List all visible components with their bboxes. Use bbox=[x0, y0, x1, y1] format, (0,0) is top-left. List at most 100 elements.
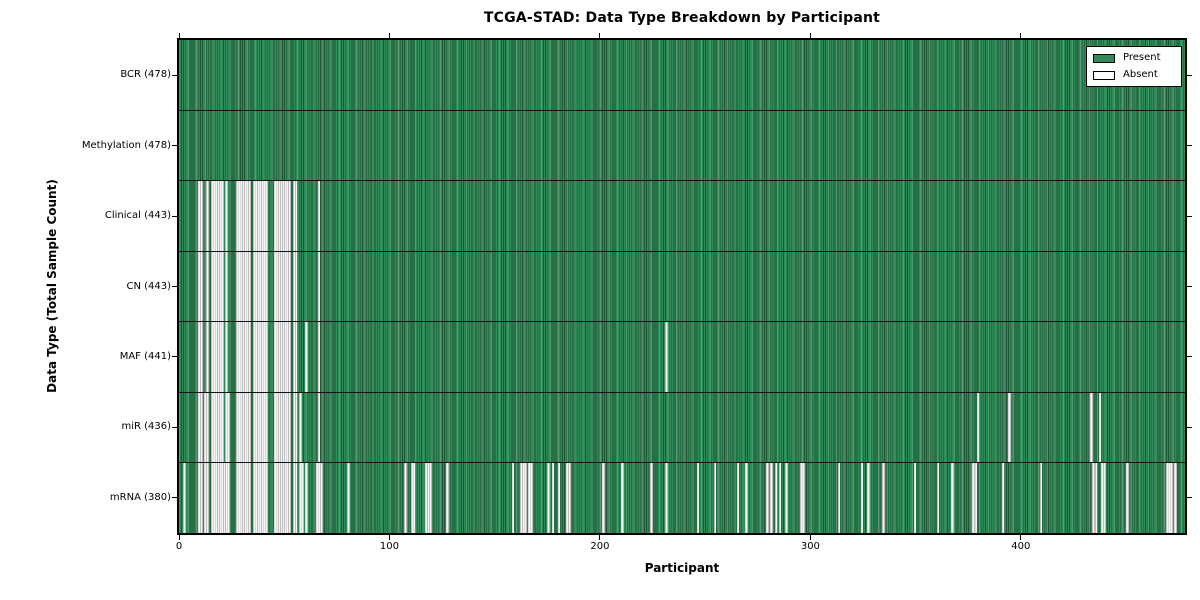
row-mrna bbox=[179, 463, 1185, 534]
absent-stripe bbox=[292, 181, 296, 251]
x-tick-label: 0 bbox=[175, 541, 183, 552]
absent-stripe bbox=[221, 181, 224, 251]
absent-stripe bbox=[200, 322, 203, 392]
absent-stripe bbox=[288, 322, 292, 392]
absent-stripe bbox=[568, 463, 571, 534]
absent-stripe bbox=[298, 392, 302, 463]
absent-stripe bbox=[294, 322, 298, 392]
absent-stripe bbox=[288, 392, 292, 463]
absent-stripe bbox=[951, 463, 954, 534]
absent-stripe bbox=[265, 322, 268, 392]
absent-stripe bbox=[235, 181, 239, 251]
absent-stripe bbox=[212, 251, 216, 322]
absent-stripe bbox=[200, 392, 203, 463]
legend: Present Absent bbox=[1086, 46, 1182, 87]
absent-stripe bbox=[282, 392, 285, 463]
absent-stripe bbox=[227, 463, 230, 534]
absent-stripe bbox=[277, 463, 281, 534]
absent-stripe bbox=[246, 463, 249, 534]
absent-stripe bbox=[277, 392, 281, 463]
absent-stripe bbox=[206, 322, 209, 392]
legend-label: Present bbox=[1123, 52, 1161, 63]
absent-stripe bbox=[294, 463, 298, 534]
absent-stripe bbox=[240, 463, 243, 534]
absent-stripe bbox=[254, 463, 258, 534]
absent-stripe bbox=[275, 463, 279, 534]
absent-stripe bbox=[197, 392, 201, 463]
absent-stripe bbox=[204, 392, 207, 463]
absent-stripe bbox=[263, 463, 266, 534]
absent-stripe bbox=[254, 251, 258, 322]
row-clinical bbox=[179, 181, 1185, 252]
absent-stripe bbox=[248, 463, 252, 534]
absent-stripe bbox=[778, 463, 782, 534]
absent-stripe bbox=[280, 251, 283, 322]
absent-stripe bbox=[223, 463, 226, 534]
absent-stripe bbox=[1092, 463, 1095, 534]
absent-stripe bbox=[317, 322, 321, 392]
absent-stripe bbox=[265, 251, 268, 322]
y-tick-mark bbox=[1187, 497, 1192, 499]
absent-stripe bbox=[225, 181, 228, 251]
absent-stripe bbox=[305, 322, 308, 392]
absent-stripe bbox=[214, 181, 218, 251]
absent-stripe bbox=[210, 181, 214, 251]
absent-stripe bbox=[263, 181, 266, 251]
y-tick-mark bbox=[1187, 286, 1192, 287]
absent-stripe bbox=[801, 463, 805, 534]
absent-stripe bbox=[286, 322, 289, 392]
absent-stripe bbox=[1098, 392, 1102, 463]
absent-stripe bbox=[1170, 463, 1173, 534]
legend-label: Absent bbox=[1123, 69, 1158, 80]
present-swatch-icon bbox=[1093, 53, 1115, 63]
x-tick-mark bbox=[388, 535, 390, 540]
absent-stripe bbox=[212, 181, 216, 251]
absent-stripe bbox=[275, 392, 279, 463]
y-tick-label-bcr: BCR (478) bbox=[120, 69, 171, 81]
absent-stripe bbox=[210, 463, 214, 534]
x-tick-label: 100 bbox=[379, 541, 399, 552]
absent-stripe bbox=[235, 392, 239, 463]
absent-stripe bbox=[214, 463, 218, 534]
y-tick-mark bbox=[172, 215, 177, 217]
absent-stripe bbox=[258, 251, 262, 322]
y-tick-label-cn: CN (443) bbox=[126, 280, 171, 292]
absent-stripe bbox=[557, 463, 561, 534]
x-tick-mark bbox=[1020, 33, 1022, 38]
absent-stripe bbox=[620, 463, 624, 534]
y-tick-label-maf: MAF (441) bbox=[119, 350, 171, 362]
absent-stripe bbox=[200, 463, 203, 534]
absent-stripe bbox=[216, 392, 220, 463]
row-mir bbox=[179, 392, 1185, 464]
absent-stripe bbox=[252, 251, 256, 322]
absent-stripe bbox=[913, 463, 917, 534]
absent-stripe bbox=[282, 181, 285, 251]
absent-stripe bbox=[244, 181, 247, 251]
absent-stripe bbox=[1166, 463, 1169, 534]
absent-swatch-icon bbox=[1093, 70, 1115, 80]
absent-stripe bbox=[218, 181, 222, 251]
absent-stripe bbox=[429, 463, 433, 534]
absent-stripe bbox=[221, 251, 224, 322]
absent-stripe bbox=[200, 181, 203, 251]
absent-stripe bbox=[256, 181, 260, 251]
absent-stripe bbox=[298, 463, 302, 534]
absent-stripe bbox=[522, 463, 525, 534]
absent-stripe bbox=[248, 392, 252, 463]
absent-stripe bbox=[275, 251, 279, 322]
legend-entry-absent: Absent bbox=[1093, 68, 1176, 82]
absent-stripe bbox=[258, 322, 262, 392]
absent-stripe bbox=[242, 322, 245, 392]
absent-stripe bbox=[284, 181, 287, 251]
absent-stripe bbox=[214, 322, 218, 392]
absent-stripe bbox=[256, 392, 260, 463]
absent-stripe bbox=[294, 392, 298, 463]
y-tick-label-mir: miR (436) bbox=[121, 421, 171, 433]
absent-stripe bbox=[315, 463, 319, 534]
absent-stripe bbox=[235, 322, 239, 392]
absent-stripe bbox=[665, 463, 668, 534]
absent-stripe bbox=[282, 322, 285, 392]
row-cn bbox=[179, 251, 1185, 323]
absent-stripe bbox=[770, 463, 773, 534]
